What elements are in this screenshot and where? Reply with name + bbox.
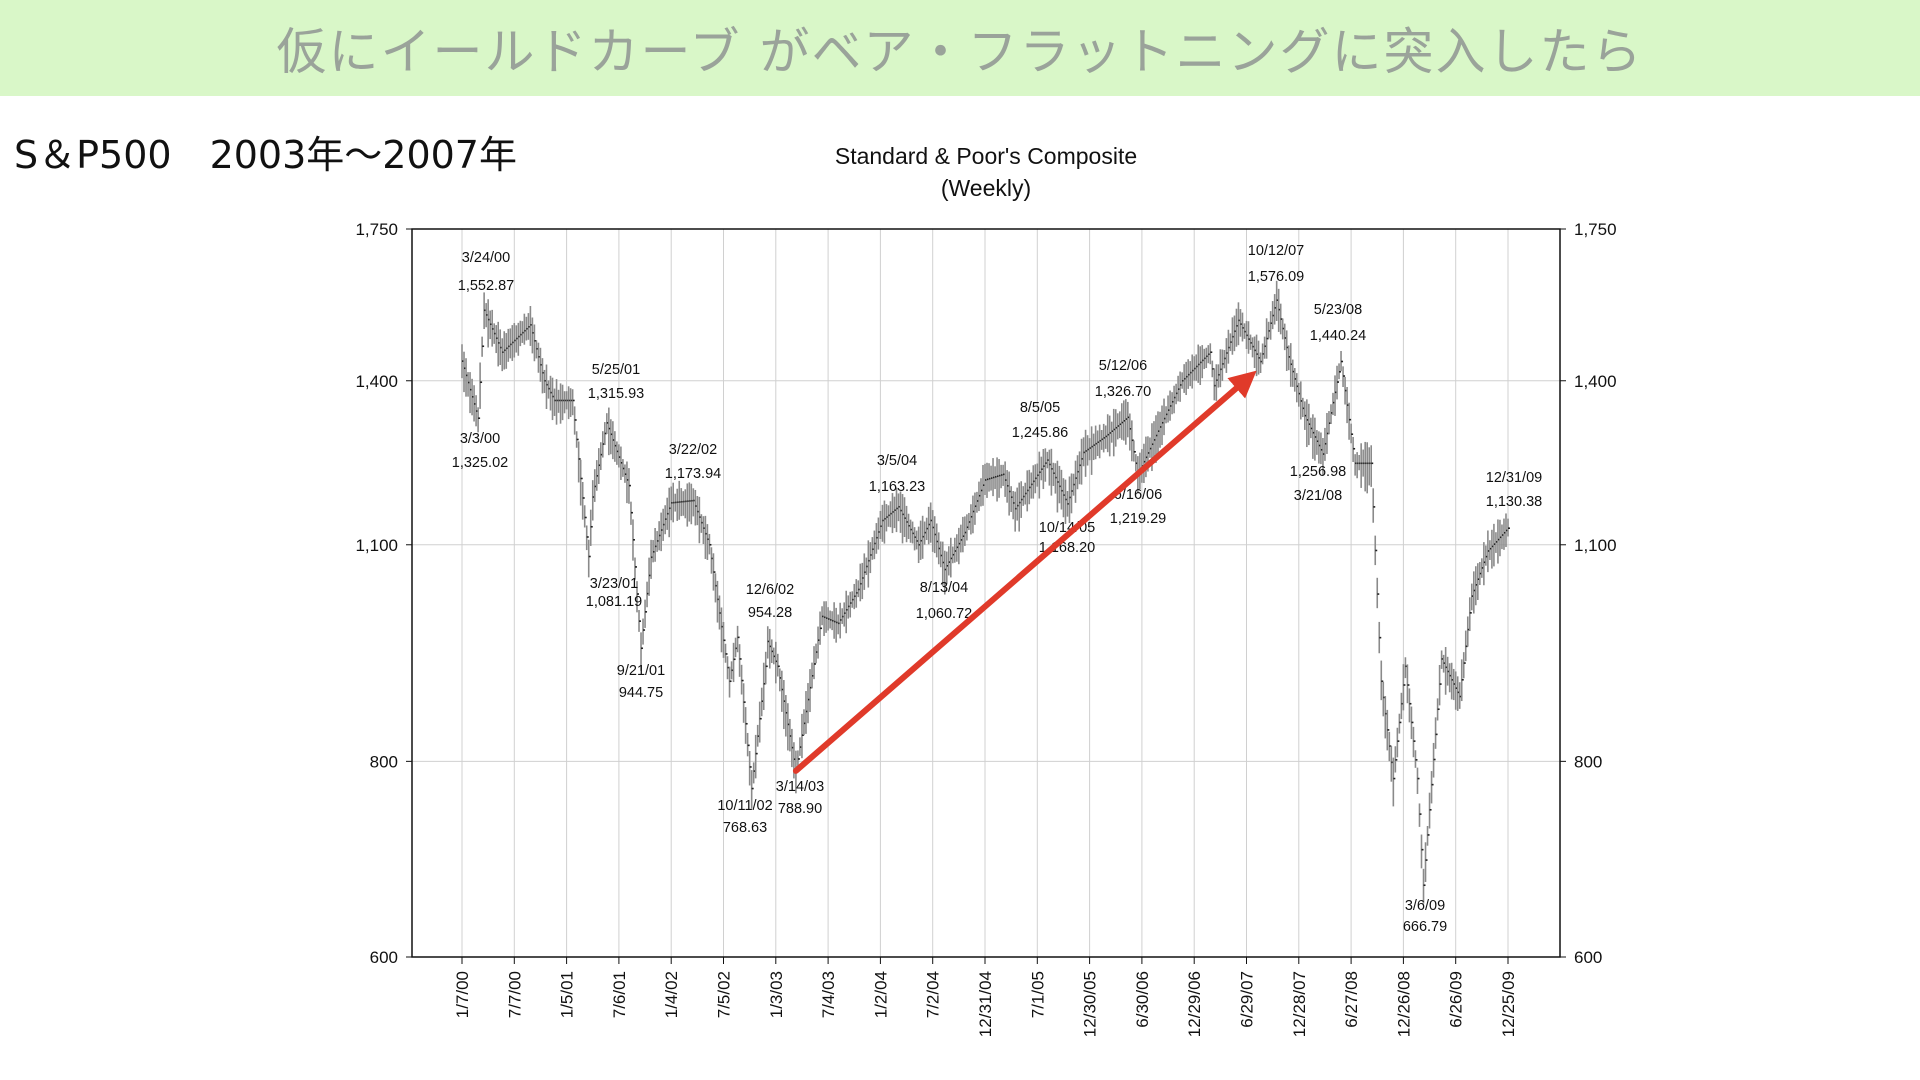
annotation-date: 9/21/01 — [617, 663, 665, 679]
annotation-value: 1,219.29 — [1110, 511, 1166, 527]
annotation-date: 5/25/01 — [592, 362, 640, 378]
x-tick-label: 1/4/02 — [662, 971, 681, 1018]
annotation-date: 3/24/00 — [462, 250, 510, 266]
price-bars — [461, 280, 1510, 904]
annotation-value: 1,552.87 — [458, 278, 514, 294]
y-tick-label-right: 1,750 — [1574, 220, 1617, 239]
annotation-value: 954.28 — [748, 605, 792, 621]
y-axis-right: 600 800 1,100 1,400 1,750 — [1560, 220, 1617, 967]
annotation-date: 12/6/02 — [746, 582, 794, 598]
y-tick-label-left: 600 — [370, 948, 398, 967]
y-axis-left: 600 800 1,100 1,400 1,750 — [355, 220, 412, 967]
annotation-date: 3/22/02 — [669, 442, 717, 458]
annotations: 3/24/00 1,552.87 3/3/00 1,325.02 5/25/01 1,31… — [452, 243, 1542, 935]
annotation-date: 12/31/09 — [1486, 470, 1542, 486]
annotation-date: 6/16/06 — [1114, 487, 1162, 503]
y-tick-label-left: 1,100 — [355, 536, 398, 555]
annotation-date: 5/12/06 — [1099, 358, 1147, 374]
x-tick-label: 12/28/07 — [1290, 971, 1309, 1037]
x-tick-label: 12/29/06 — [1185, 971, 1204, 1037]
annotation-value: 768.63 — [723, 820, 767, 836]
banner-title: 仮にイールドカーブ がベア・フラットニングに突入したら — [276, 23, 1644, 81]
annotation-value: 666.79 — [1403, 919, 1447, 935]
x-tick-label: 7/4/03 — [819, 971, 838, 1018]
x-tick-label: 7/5/02 — [715, 971, 734, 1018]
x-tick-label: 12/26/08 — [1394, 971, 1413, 1037]
title-banner: 仮にイールドカーブ がベア・フラットニングに突入したら — [0, 0, 1920, 96]
y-tick-label-left: 1,400 — [355, 372, 398, 391]
x-tick-label: 12/31/04 — [976, 971, 995, 1037]
annotation-date: 8/5/05 — [1020, 400, 1060, 416]
x-tick-label: 7/6/01 — [610, 971, 629, 1018]
annotation-value: 1,060.72 — [916, 606, 972, 622]
annotation-value: 1,245.86 — [1012, 425, 1068, 441]
annotation-value: 1,130.38 — [1486, 494, 1542, 510]
annotation-value: 1,163.23 — [869, 479, 925, 495]
annotation-value: 1,326.70 — [1095, 384, 1151, 400]
x-tick-label: 12/25/09 — [1499, 971, 1518, 1037]
x-tick-label: 1/7/00 — [453, 971, 472, 1018]
annotation-date: 3/5/04 — [877, 453, 917, 469]
y-tick-label-right: 1,100 — [1574, 536, 1617, 555]
x-tick-label: 7/2/04 — [924, 971, 943, 1018]
trend-arrow-line — [792, 370, 1257, 774]
annotation-date: 5/23/08 — [1314, 302, 1362, 318]
annotation-date: 3/3/00 — [460, 431, 500, 447]
gridlines — [412, 229, 1560, 957]
x-axis: 1/7/00 7/7/00 1/5/01 7/6/01 1/4/02 7/5/02 1/3/… — [453, 957, 1518, 1037]
y-tick-label-right: 800 — [1574, 752, 1602, 771]
annotation-value: 1,081.19 — [586, 594, 642, 610]
slide-subtitle: S＆P500 2003年〜2007年 — [14, 133, 517, 177]
x-tick-label: 1/5/01 — [558, 971, 577, 1018]
annotation-date: 3/21/08 — [1294, 488, 1342, 504]
x-tick-label: 7/7/00 — [505, 971, 524, 1018]
annotation-value: 1,325.02 — [452, 455, 508, 471]
annotation-date: 8/13/04 — [920, 580, 968, 596]
annotation-value: 944.75 — [619, 685, 663, 701]
annotation-value: 1,315.93 — [588, 386, 644, 402]
x-tick-label: 1/3/03 — [767, 971, 786, 1018]
x-tick-label: 6/29/07 — [1238, 971, 1257, 1028]
x-tick-label: 1/2/04 — [871, 971, 890, 1018]
x-tick-label: 6/27/08 — [1342, 971, 1361, 1028]
annotation-date: 10/11/02 — [717, 798, 772, 814]
annotation-value: 1,440.24 — [1310, 328, 1366, 344]
plot-frame — [411, 228, 1561, 958]
y-tick-label-right: 1,400 — [1574, 372, 1617, 391]
x-tick-label: 6/26/09 — [1447, 971, 1466, 1028]
annotation-date: 3/23/01 — [590, 576, 638, 592]
chart-subtitle: (Weekly) — [941, 175, 1031, 201]
annotation-value: 1,173.94 — [665, 466, 721, 482]
annotation-value: 1,576.09 — [1248, 269, 1304, 285]
y-tick-label-left: 1,750 — [355, 220, 398, 239]
annotation-date: 10/12/07 — [1248, 243, 1304, 259]
x-tick-label: 6/30/06 — [1133, 971, 1152, 1028]
x-tick-label: 12/30/05 — [1081, 971, 1100, 1037]
chart-title: Standard & Poor's Composite — [835, 143, 1137, 169]
trend-arrow — [792, 370, 1257, 774]
annotation-value: 788.90 — [778, 801, 822, 817]
x-tick-label: 7/1/05 — [1028, 971, 1047, 1018]
y-tick-label-right: 600 — [1574, 948, 1602, 967]
y-tick-label-left: 800 — [370, 752, 398, 771]
annotation-value: 1,256.98 — [1290, 464, 1346, 480]
annotation-date: 3/6/09 — [1405, 898, 1445, 914]
annotation-date: 3/14/03 — [776, 779, 824, 795]
